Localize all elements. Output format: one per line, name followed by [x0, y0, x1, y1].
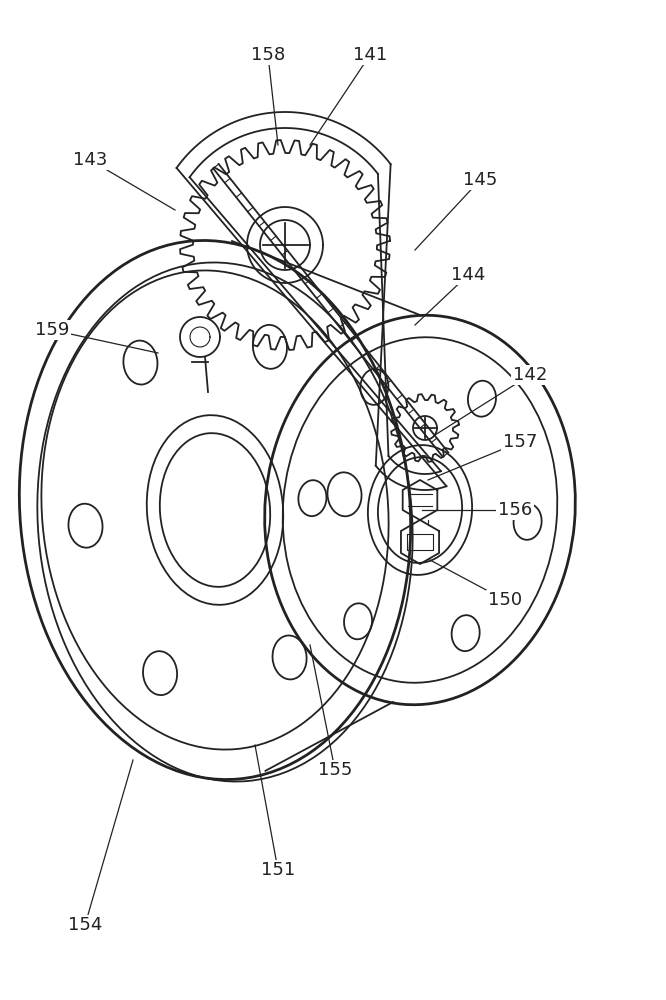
Text: 156: 156	[498, 501, 532, 519]
Text: 143: 143	[73, 151, 107, 169]
Text: 155: 155	[318, 761, 352, 779]
Text: 141: 141	[353, 46, 387, 64]
Text: 159: 159	[35, 321, 69, 339]
Text: 151: 151	[261, 861, 295, 879]
Text: 145: 145	[463, 171, 498, 189]
Text: 158: 158	[251, 46, 285, 64]
Text: 154: 154	[68, 916, 102, 934]
Text: 144: 144	[451, 266, 486, 284]
Text: 142: 142	[513, 366, 547, 384]
Text: 157: 157	[503, 433, 537, 451]
Text: 150: 150	[488, 591, 522, 609]
